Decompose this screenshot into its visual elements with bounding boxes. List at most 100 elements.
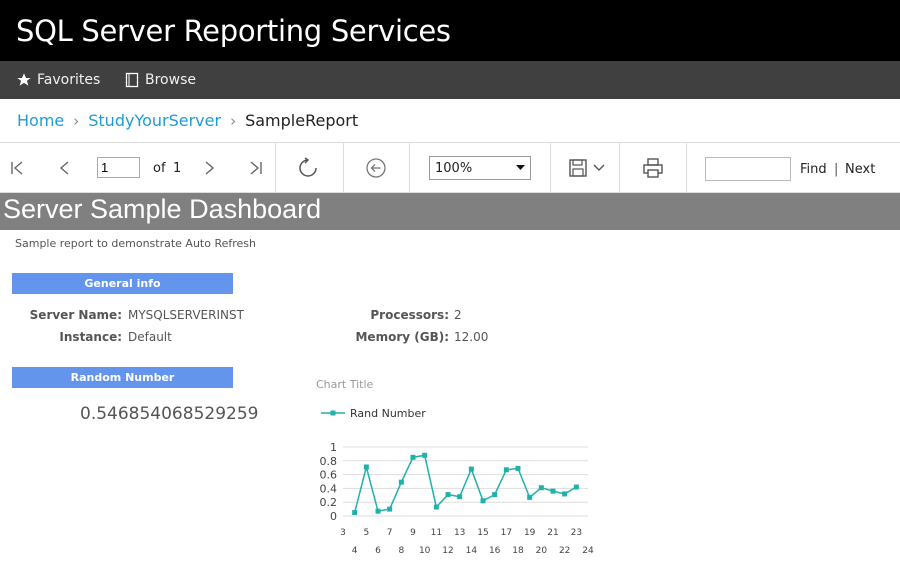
y-tick-label: 1 — [330, 441, 337, 454]
chevron-right-icon: › — [73, 111, 80, 130]
back-arrow-circle-icon — [366, 158, 386, 178]
instance-label: Instance: — [59, 330, 122, 344]
data-point — [433, 504, 439, 510]
data-point — [445, 492, 451, 498]
data-point — [515, 465, 521, 471]
series-line — [353, 454, 577, 513]
first-page-button[interactable] — [6, 156, 30, 180]
top-nav-bar: Favorites Browse — [0, 61, 900, 99]
data-point — [550, 488, 556, 494]
find-button[interactable]: Find — [800, 162, 827, 177]
x-tick-label: 18 — [512, 546, 524, 556]
memory-label: Memory (GB): — [355, 330, 449, 344]
data-point — [492, 492, 498, 498]
legend-label: Rand Number — [350, 407, 426, 420]
y-tick-label: 0.2 — [320, 496, 338, 509]
star-icon — [17, 73, 31, 86]
page-number-input[interactable] — [97, 157, 140, 178]
toolbar-divider — [275, 143, 276, 193]
back-button[interactable] — [364, 156, 388, 180]
dropdown-arrow-icon — [516, 165, 525, 170]
chevron-right-icon — [205, 161, 215, 175]
find-next-button[interactable]: Next — [845, 162, 876, 177]
breadcrumb-folder-link[interactable]: StudyYourServer — [88, 111, 222, 130]
x-tick-label: 12 — [442, 546, 453, 556]
x-tick-label: 3 — [340, 528, 346, 538]
toolbar-divider — [343, 143, 344, 193]
x-tick-label: 19 — [524, 528, 536, 538]
browse-nav-item[interactable]: Browse — [125, 61, 196, 99]
breadcrumb: Home › StudyYourServer › SampleReport — [0, 99, 900, 143]
print-button[interactable] — [641, 156, 665, 180]
folder-icon — [125, 72, 139, 88]
zoom-select[interactable]: 100% — [429, 156, 531, 180]
page-of-label: of — [153, 161, 166, 176]
x-tick-label: 9 — [410, 528, 416, 538]
memory-value: 12.00 — [454, 330, 489, 344]
app-title: SQL Server Reporting Services — [16, 14, 451, 48]
x-tick-label: 22 — [559, 546, 570, 556]
x-tick-label: 20 — [536, 546, 548, 556]
x-tick-label: 10 — [419, 546, 431, 556]
chevron-left-icon — [59, 161, 69, 175]
toolbar-divider — [550, 143, 551, 193]
y-tick-label: 0.4 — [320, 482, 338, 495]
data-point — [457, 494, 463, 500]
chart-title: Chart Title — [316, 378, 374, 391]
breadcrumb-home-link[interactable]: Home — [17, 111, 65, 130]
toolbar-divider — [686, 143, 687, 193]
x-tick-label: 23 — [571, 528, 582, 538]
random-number-value: 0.546854068529259 — [80, 404, 259, 424]
data-point — [562, 491, 568, 497]
data-point — [352, 510, 358, 516]
chevron-down-icon — [593, 164, 605, 171]
x-tick-label: 17 — [501, 528, 512, 538]
favorites-nav-item[interactable]: Favorites — [16, 61, 100, 99]
x-tick-label: 7 — [387, 528, 393, 538]
data-point — [480, 498, 486, 504]
x-tick-label: 11 — [431, 528, 442, 538]
y-tick-label: 0.8 — [320, 455, 338, 468]
report-header-bar: Server Sample Dashboard — [0, 193, 900, 230]
x-tick-label: 8 — [398, 546, 404, 556]
next-page-button[interactable] — [197, 156, 221, 180]
data-point — [363, 464, 369, 470]
instance-value: Default — [128, 330, 172, 344]
x-tick-label: 24 — [582, 546, 594, 556]
general-info-header: General info — [12, 273, 233, 294]
data-point — [398, 479, 404, 485]
first-page-icon — [11, 161, 23, 175]
data-point — [527, 494, 533, 500]
previous-page-button[interactable] — [53, 156, 77, 180]
toolbar-divider — [619, 143, 620, 193]
favorites-label: Favorites — [37, 72, 101, 88]
x-tick-label: 14 — [466, 546, 478, 556]
data-point — [503, 467, 509, 473]
server-name-value: MYSQLSERVERINST — [128, 308, 244, 322]
toolbar-divider — [409, 143, 410, 193]
x-tick-label: 15 — [477, 528, 488, 538]
browse-label: Browse — [145, 72, 196, 88]
last-page-icon — [250, 161, 262, 175]
printer-icon — [643, 158, 663, 178]
x-tick-label: 13 — [454, 528, 465, 538]
last-page-button[interactable] — [243, 156, 267, 180]
zoom-value: 100% — [435, 160, 473, 176]
x-tick-label: 5 — [363, 528, 369, 538]
processors-label: Processors: — [370, 308, 449, 322]
x-tick-label: 6 — [375, 546, 381, 556]
server-name-label: Server Name: — [29, 308, 122, 322]
data-point — [375, 508, 381, 514]
refresh-button[interactable] — [296, 156, 320, 180]
random-number-header: Random Number — [12, 367, 233, 388]
total-pages: 1 — [173, 161, 182, 176]
x-tick-label: 16 — [489, 546, 501, 556]
export-button[interactable] — [565, 156, 609, 180]
y-tick-label: 0.6 — [320, 469, 338, 482]
data-point — [387, 506, 393, 512]
app-title-bar: SQL Server Reporting Services — [0, 0, 900, 61]
find-input[interactable] — [705, 157, 791, 181]
save-icon — [569, 159, 587, 177]
processors-value: 2 — [454, 308, 462, 322]
